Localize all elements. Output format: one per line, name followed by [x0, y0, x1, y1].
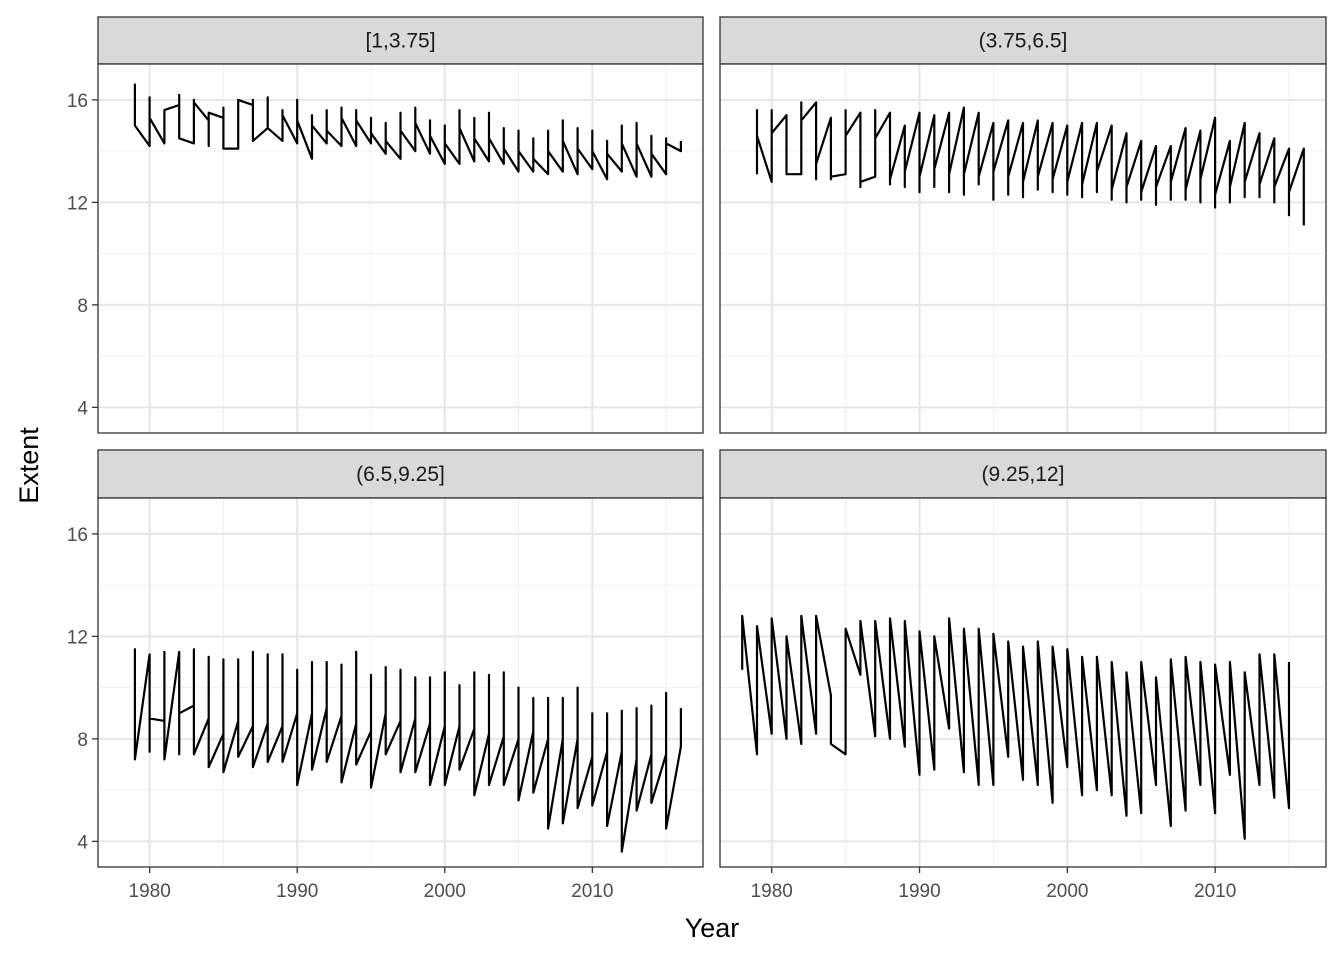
y-tick-label: 8	[77, 296, 88, 317]
facet-strip	[719, 16, 1327, 65]
panel-background	[720, 64, 1326, 433]
facet-panel-2: (3.75,6.5]	[719, 16, 1327, 434]
x-tick-label: 1990	[898, 881, 940, 902]
facet-panel-4: (9.25,12] 1980 1990 2000 2010	[719, 449, 1327, 902]
facet-strip-label: (9.25,12]	[982, 463, 1065, 486]
x-tick-label: 1990	[276, 881, 318, 902]
x-tick-label: 1980	[129, 881, 171, 902]
panel-border	[97, 497, 704, 868]
y-axis-title: Extent	[14, 427, 44, 504]
series-line	[133, 83, 683, 181]
panel-border	[719, 63, 1327, 434]
facet-panel-1: [1,3.75] 4 8 12 16	[67, 16, 704, 434]
y-tick-label: 4	[77, 398, 88, 419]
x-tick-label: 2000	[1046, 881, 1088, 902]
y-tick-label: 12	[67, 193, 88, 214]
x-axis-title: Year	[685, 913, 740, 943]
y-tick-label: 16	[67, 525, 88, 546]
facet-strip-label: [1,3.75]	[365, 30, 435, 53]
y-tick-label: 16	[67, 91, 88, 112]
facet-strip	[97, 16, 704, 65]
y-tick-label: 8	[77, 730, 88, 751]
series-line	[755, 101, 1305, 226]
facet-strip-label: (3.75,6.5]	[979, 30, 1068, 53]
x-tick-label: 2010	[571, 881, 613, 902]
facet-panel-3: (6.5,9.25] 4 8 12 16 1980 1990 2000 2010	[67, 449, 704, 902]
series-line	[133, 648, 683, 853]
x-tick-label: 2000	[424, 881, 466, 902]
facet-strip	[719, 449, 1327, 499]
x-tick-label: 1980	[751, 881, 793, 902]
facet-strip-label: (6.5,9.25]	[356, 463, 445, 486]
y-tick-label: 4	[77, 832, 88, 853]
y-tick-label: 12	[67, 627, 88, 648]
panel-border	[97, 63, 704, 434]
series-line	[741, 614, 1291, 840]
panel-border	[719, 497, 1327, 868]
x-tick-label: 2010	[1194, 881, 1236, 902]
facet-strip	[97, 449, 704, 499]
